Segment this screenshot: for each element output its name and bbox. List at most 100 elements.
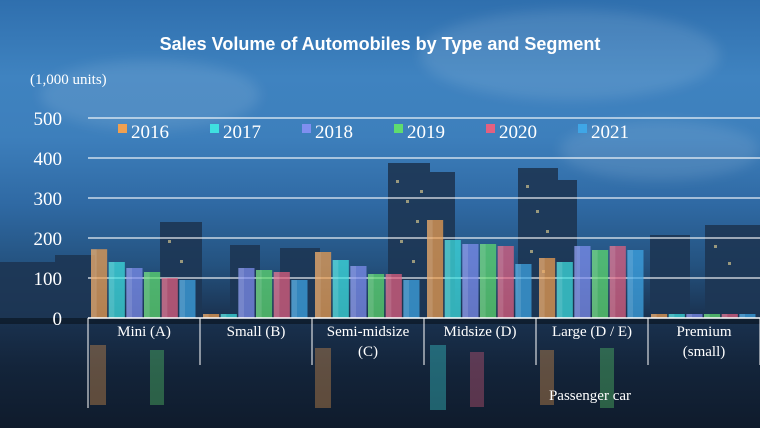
bar-highlight	[592, 250, 598, 318]
bar	[126, 268, 143, 318]
bar	[686, 314, 703, 318]
bar	[291, 280, 308, 318]
bar	[91, 249, 108, 318]
category-label: Semi-midsize	[327, 324, 410, 340]
bar-highlight	[203, 314, 209, 318]
legend-swatch	[394, 124, 403, 133]
bar	[556, 262, 573, 318]
bar	[238, 268, 255, 318]
legend-label: 2020	[499, 122, 537, 143]
bar	[220, 314, 237, 318]
bar-highlight	[497, 246, 504, 318]
legend-label: 2017	[223, 122, 261, 143]
bar	[161, 278, 178, 318]
bar	[256, 270, 273, 318]
bar	[592, 250, 609, 318]
bar-highlight	[256, 270, 262, 318]
legend-label: 2018	[315, 122, 353, 143]
category-label: (C)	[358, 344, 378, 360]
bar-highlight	[126, 268, 132, 318]
cloud-decoration	[420, 10, 720, 100]
legend-swatch	[578, 124, 587, 133]
bar-highlight	[161, 278, 168, 318]
bar-highlight	[574, 246, 580, 318]
bar	[574, 246, 591, 318]
bar-highlight	[609, 246, 616, 318]
bar	[179, 280, 196, 318]
bar	[480, 244, 497, 318]
bar	[627, 250, 644, 318]
bar	[444, 240, 461, 318]
y-tick-label: 400	[34, 149, 63, 170]
bar-highlight	[332, 260, 339, 318]
y-tick-label: 500	[34, 109, 63, 130]
bar	[350, 266, 367, 318]
bar	[651, 314, 668, 318]
bar-highlight	[515, 264, 521, 318]
bar	[497, 246, 514, 318]
bar-highlight	[480, 244, 486, 318]
bar-highlight	[739, 314, 745, 318]
bar-highlight	[627, 250, 633, 318]
legend-swatch	[118, 124, 127, 133]
bar-highlight	[686, 314, 692, 318]
bar	[315, 252, 332, 318]
bar	[368, 274, 385, 318]
chart-title: Sales Volume of Automobiles by Type and …	[160, 34, 601, 54]
bar	[739, 314, 756, 318]
legend-swatch	[210, 124, 219, 133]
bar	[273, 272, 290, 318]
bar-highlight	[368, 274, 374, 318]
bar-highlight	[220, 314, 227, 318]
bar	[609, 246, 626, 318]
y-unit-label: (1,000 units)	[30, 72, 107, 88]
bar	[539, 258, 556, 318]
y-tick-label: 0	[53, 309, 63, 330]
bar-highlight	[238, 268, 244, 318]
y-axis-ticks: 0 100 200 300 400 500	[34, 109, 63, 330]
category-label: (small)	[683, 344, 726, 360]
bar	[144, 272, 161, 318]
legend-swatch	[486, 124, 495, 133]
bar	[721, 314, 738, 318]
bar-highlight	[427, 220, 433, 318]
legend-label: 2019	[407, 122, 445, 143]
bar-highlight	[350, 266, 356, 318]
bar	[427, 220, 444, 318]
bar-highlight	[668, 314, 675, 318]
category-label: Premium	[677, 324, 732, 340]
cloud-decoration	[560, 120, 760, 180]
legend: 2016 2017 2018 2019 2020 2021	[118, 122, 629, 143]
legend-swatch	[302, 124, 311, 133]
bar-highlight	[291, 280, 297, 318]
bar-highlight	[179, 280, 185, 318]
y-tick-label: 200	[34, 229, 63, 250]
bar	[403, 280, 420, 318]
category-label: Mini (A)	[117, 324, 171, 340]
bar-highlight	[108, 262, 115, 318]
bar-highlight	[403, 280, 409, 318]
bar	[332, 260, 349, 318]
bars	[91, 220, 756, 318]
category-axis: Mini (A) Small (B) Semi-midsize (C) Midsize …	[87, 317, 760, 408]
legend-label: 2016	[131, 122, 169, 143]
bar	[462, 244, 479, 318]
gridlines	[88, 117, 760, 279]
bar	[108, 262, 125, 318]
legend-label: 2021	[591, 122, 629, 143]
bar-highlight	[315, 252, 321, 318]
bar	[385, 274, 402, 318]
y-tick-label: 300	[34, 189, 63, 210]
bar-highlight	[651, 314, 657, 318]
category-label: Large (D / E)	[552, 324, 632, 340]
bar-highlight	[444, 240, 451, 318]
bar-highlight	[273, 272, 280, 318]
bar-highlight	[462, 244, 468, 318]
bar-highlight	[556, 262, 563, 318]
bar	[668, 314, 685, 318]
bar	[515, 264, 532, 318]
y-tick-label: 100	[34, 269, 63, 290]
category-label: Small (B)	[227, 324, 286, 340]
